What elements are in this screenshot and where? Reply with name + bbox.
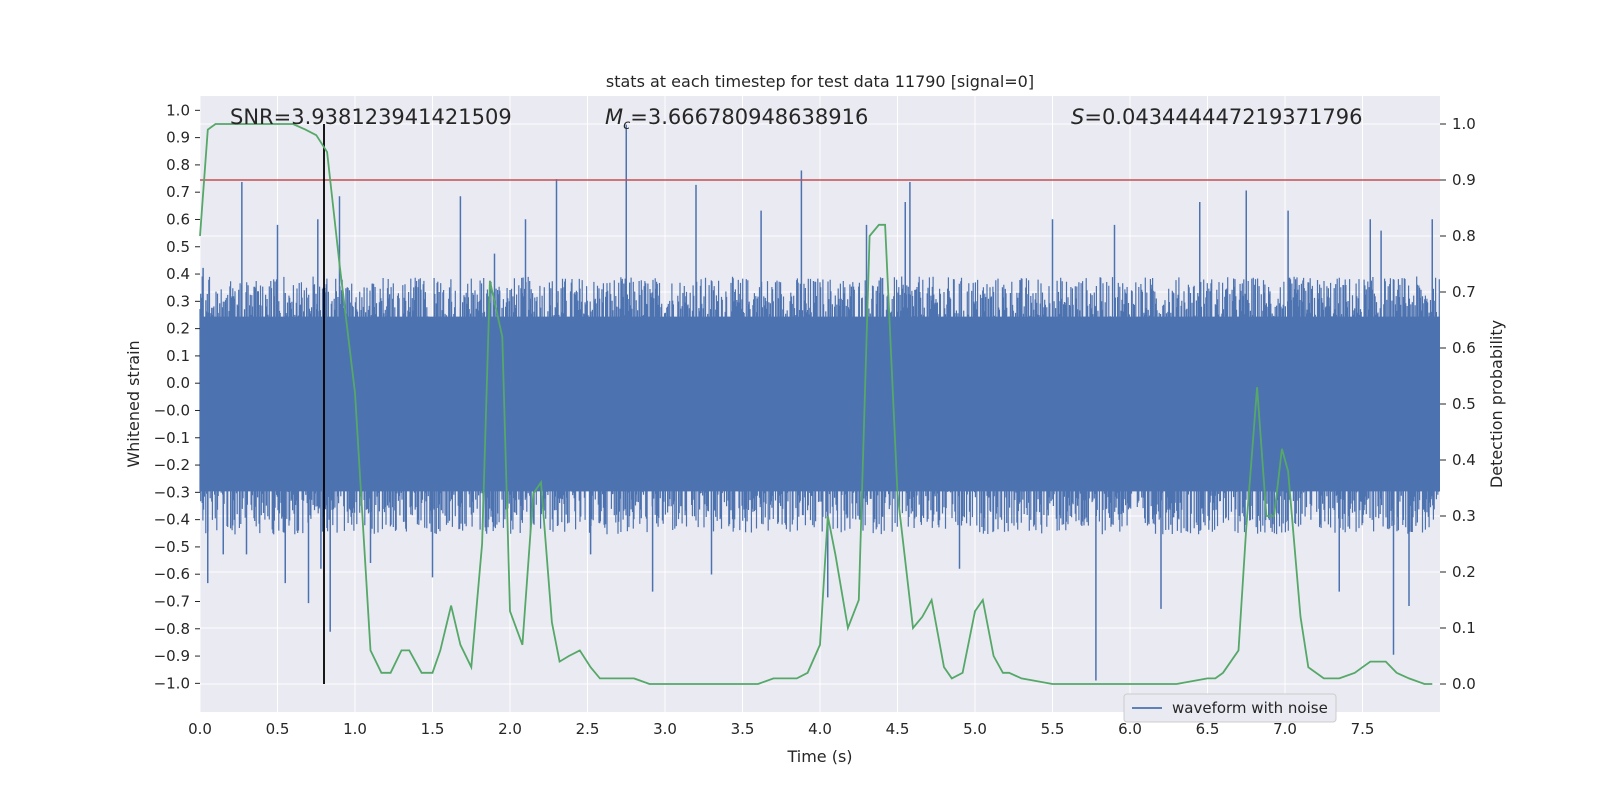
y-left-tick-label: 0.1 (166, 347, 190, 365)
y-right-tick-label: 0.8 (1452, 227, 1476, 245)
x-tick-label: 7.5 (1351, 720, 1375, 738)
s-symbol: S (1071, 105, 1084, 129)
y-left-tick-label: 0.9 (166, 129, 190, 147)
x-tick-label: 1.5 (421, 720, 445, 738)
chirp-mass-subscript: c (623, 118, 630, 133)
y-right-tick-label: 0.9 (1452, 171, 1476, 189)
y-right-tick-label: 0.6 (1452, 339, 1476, 357)
x-tick-label: 0.0 (188, 720, 212, 738)
y-left-tick-label: −0.0 (154, 401, 190, 419)
s-value: =0.043444447219371796 (1084, 105, 1362, 129)
y-left-tick-label: 0.2 (166, 320, 190, 338)
chirp-mass-annotation: Mc=3.666780948638916 (605, 105, 868, 133)
x-tick-label: 4.0 (808, 720, 832, 738)
waveform-series (199, 124, 1440, 681)
chart-title: stats at each timestep for test data 117… (606, 72, 1034, 91)
x-tick-label: 0.5 (266, 720, 290, 738)
x-tick-label: 4.5 (886, 720, 910, 738)
y-left-tick-label: −0.1 (154, 429, 190, 447)
y-right-tick-label: 1.0 (1452, 115, 1476, 133)
y-right-tick-label: 0.4 (1452, 451, 1476, 469)
y-left-tick-label: −1.0 (154, 674, 190, 692)
legend: waveform with noise (1123, 693, 1337, 723)
x-tick-label: 6.0 (1118, 720, 1142, 738)
y-left-axis-ticks: 1.0 0.9 0.8 0.7 0.6 0.5 0.4 0.3 0.2 0.1 0.0 −0.0 −0.… (154, 101, 200, 692)
y-left-tick-label: 0.7 (166, 183, 190, 201)
y-left-tick-label: −0.6 (154, 565, 190, 583)
x-tick-label: 2.0 (498, 720, 522, 738)
waveform-core (200, 316, 1440, 492)
x-tick-label: 7.0 (1273, 720, 1297, 738)
x-tick-label: 5.5 (1041, 720, 1065, 738)
y-right-axis-label: Detection probability (1487, 320, 1506, 488)
y-left-tick-label: 0.8 (166, 156, 190, 174)
y-right-tick-label: 0.2 (1452, 563, 1476, 581)
chirp-mass-value: =3.666780948638916 (630, 105, 868, 129)
y-right-tick-label: 0.3 (1452, 507, 1476, 525)
y-left-tick-label: −0.3 (154, 483, 190, 501)
y-left-tick-label: −0.9 (154, 647, 190, 665)
x-tick-label: 3.0 (653, 720, 677, 738)
y-right-tick-label: 0.1 (1452, 619, 1476, 637)
y-left-tick-label: −0.7 (154, 592, 190, 610)
y-left-tick-label: 0.4 (166, 265, 190, 283)
y-left-tick-label: 0.5 (166, 238, 190, 256)
probability-series (199, 123, 1433, 685)
y-left-tick-label: 0.0 (166, 374, 190, 392)
snr-annotation: SNR=3.938123941421509 (230, 105, 512, 129)
y-left-tick-label: −0.5 (154, 538, 190, 556)
y-right-axis-ticks: 1.0 0.9 0.8 0.7 0.6 0.5 0.4 0.3 0.2 0.1 0.0 (1440, 115, 1476, 693)
x-tick-label: 6.5 (1196, 720, 1220, 738)
x-tick-label: 5.0 (963, 720, 987, 738)
legend-label-waveform: waveform with noise (1172, 699, 1328, 717)
y-left-tick-label: −0.4 (154, 511, 190, 529)
y-right-tick-label: 0.0 (1452, 675, 1476, 693)
legend-box (1123, 693, 1337, 723)
x-tick-label: 2.5 (576, 720, 600, 738)
y-left-axis-label: Whitened strain (124, 340, 143, 467)
x-tick-label: 1.0 (343, 720, 367, 738)
y-right-tick-label: 0.7 (1452, 283, 1476, 301)
y-left-tick-label: −0.8 (154, 620, 190, 638)
chirp-mass-symbol: M (605, 105, 623, 129)
y-left-tick-label: 0.3 (166, 292, 190, 310)
y-right-tick-label: 0.5 (1452, 395, 1476, 413)
y-left-tick-label: −0.2 (154, 456, 190, 474)
x-axis-ticks: 0.0 0.5 1.0 1.5 2.0 2.5 3.0 3.5 4.0 4.5 5.0 5.5 6.0 6… (188, 720, 1374, 738)
y-left-tick-label: 1.0 (166, 101, 190, 119)
x-tick-label: 3.5 (731, 720, 755, 738)
x-axis-label: Time (s) (786, 747, 852, 766)
y-left-tick-label: 0.6 (166, 210, 190, 228)
s-annotation: S=0.043444447219371796 (1071, 105, 1362, 129)
